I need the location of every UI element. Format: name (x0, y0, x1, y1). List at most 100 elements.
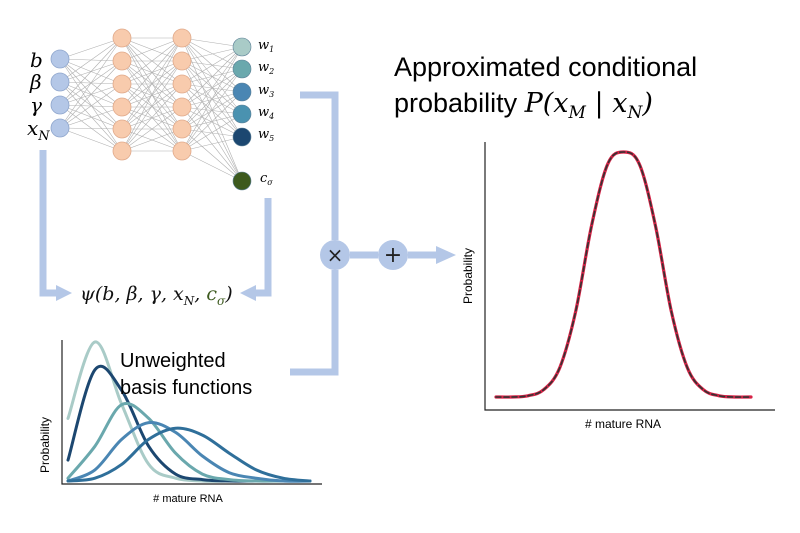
arrow-sigma-to-psi (250, 198, 272, 297)
result-axes (484, 142, 775, 411)
network-edge (181, 68, 243, 85)
basis-ylabel: Probability (38, 417, 52, 473)
network-edge (121, 60, 183, 152)
network-edge (181, 106, 243, 138)
arrowhead-psi-right (240, 285, 256, 301)
arrow-basis-to-multiply (290, 270, 339, 376)
network-edge (181, 46, 243, 62)
network-edge (181, 46, 243, 108)
hidden-node (172, 74, 192, 94)
basis-label-line2: basis functions (120, 377, 252, 399)
result-ylabel: Probability (461, 248, 475, 304)
network-edge (181, 37, 243, 48)
network-edge (121, 83, 183, 108)
network-edge (181, 113, 243, 152)
hidden-node (112, 141, 132, 161)
network-edge (59, 37, 123, 83)
network-edge (181, 150, 243, 182)
weight-node (232, 82, 252, 102)
basis-xlabel: # mature RNA (153, 493, 223, 505)
network-edge (59, 81, 123, 130)
input-node (50, 95, 70, 115)
hidden-node (172, 119, 192, 139)
network-edge (181, 128, 243, 138)
network-edge (121, 128, 183, 152)
input-label-b: b (30, 48, 43, 72)
psi-expression: ψ(b, β, γ, xN, cσ) (80, 283, 233, 308)
network-edge (59, 127, 123, 152)
add-symbol: + (384, 243, 402, 268)
network-edge (59, 106, 123, 129)
network-edge (121, 37, 183, 130)
network-edge (121, 37, 183, 62)
arrowhead-psi-left (56, 285, 72, 301)
weight-label-w4: w4 (258, 105, 274, 121)
network-connections (59, 37, 243, 182)
hidden-node (172, 97, 192, 117)
weight-node (232, 104, 252, 124)
hidden-node (172, 28, 192, 48)
network-edge (181, 46, 243, 85)
network-edge (59, 37, 123, 106)
result-lines (494, 150, 753, 399)
basis-label-line1: Unweighted (120, 350, 226, 372)
result-title-line1: Approximated conditional (394, 52, 697, 82)
hidden-node (112, 119, 132, 139)
basis-lines (66, 340, 312, 483)
series-line-4 (66, 420, 312, 483)
input-label-xn: xN (27, 116, 50, 144)
input-node (50, 49, 70, 69)
result-chart: Approximated conditional probability P(x… (394, 52, 775, 431)
arrow-weights-to-multiply (300, 91, 339, 240)
weight-node (232, 37, 252, 57)
network-edge (59, 60, 123, 129)
add-node (378, 240, 408, 270)
result-title-line2: probability P(xM | xN) (394, 88, 653, 123)
network-edge (181, 46, 243, 152)
network-edge (59, 127, 123, 130)
input-node (50, 118, 70, 138)
result-xlabel: # mature RNA (585, 417, 661, 431)
input-node (50, 72, 70, 92)
network-edge (59, 37, 123, 60)
hidden-node (172, 51, 192, 71)
basis-axes (61, 340, 322, 485)
input-label-gamma: γ (30, 93, 42, 117)
hidden-node (112, 97, 132, 117)
hidden-node (112, 28, 132, 48)
hidden-node (172, 141, 192, 161)
network-edge (121, 37, 183, 85)
arrow-heads (56, 246, 456, 301)
network-edge (59, 37, 123, 129)
arrow-inputs-to-psi (39, 150, 60, 297)
network-edge (59, 104, 123, 130)
series-line-5 (66, 426, 312, 483)
network-edge (59, 58, 123, 130)
hidden-node (112, 74, 132, 94)
sigma-node (232, 171, 252, 191)
sigma-label: cσ (260, 171, 273, 187)
network-edge (181, 60, 243, 70)
series-line-1 (494, 150, 753, 399)
network-edge (121, 37, 183, 108)
input-labels: b β γ xN (27, 48, 50, 144)
network-edge (121, 37, 183, 152)
network-edge (59, 81, 123, 152)
arrowhead-result (436, 246, 456, 264)
network-edge (181, 37, 243, 115)
network-edge (181, 68, 243, 152)
input-label-beta: β (29, 70, 42, 94)
output-labels: w1 w2 w3 w4 w5 cσ (258, 38, 274, 187)
network-edge (181, 91, 243, 152)
network-edge (181, 60, 243, 182)
weight-label-w3: w3 (258, 83, 274, 99)
weight-node (232, 59, 252, 79)
basis-chart: Probability # mature RNA Unweighted basi… (38, 340, 322, 505)
weight-node (232, 127, 252, 147)
network-edge (121, 106, 183, 130)
weight-label-w5: w5 (258, 127, 274, 143)
hidden-node (112, 51, 132, 71)
network-edge (121, 83, 183, 152)
weight-label-w1: w1 (258, 38, 274, 54)
